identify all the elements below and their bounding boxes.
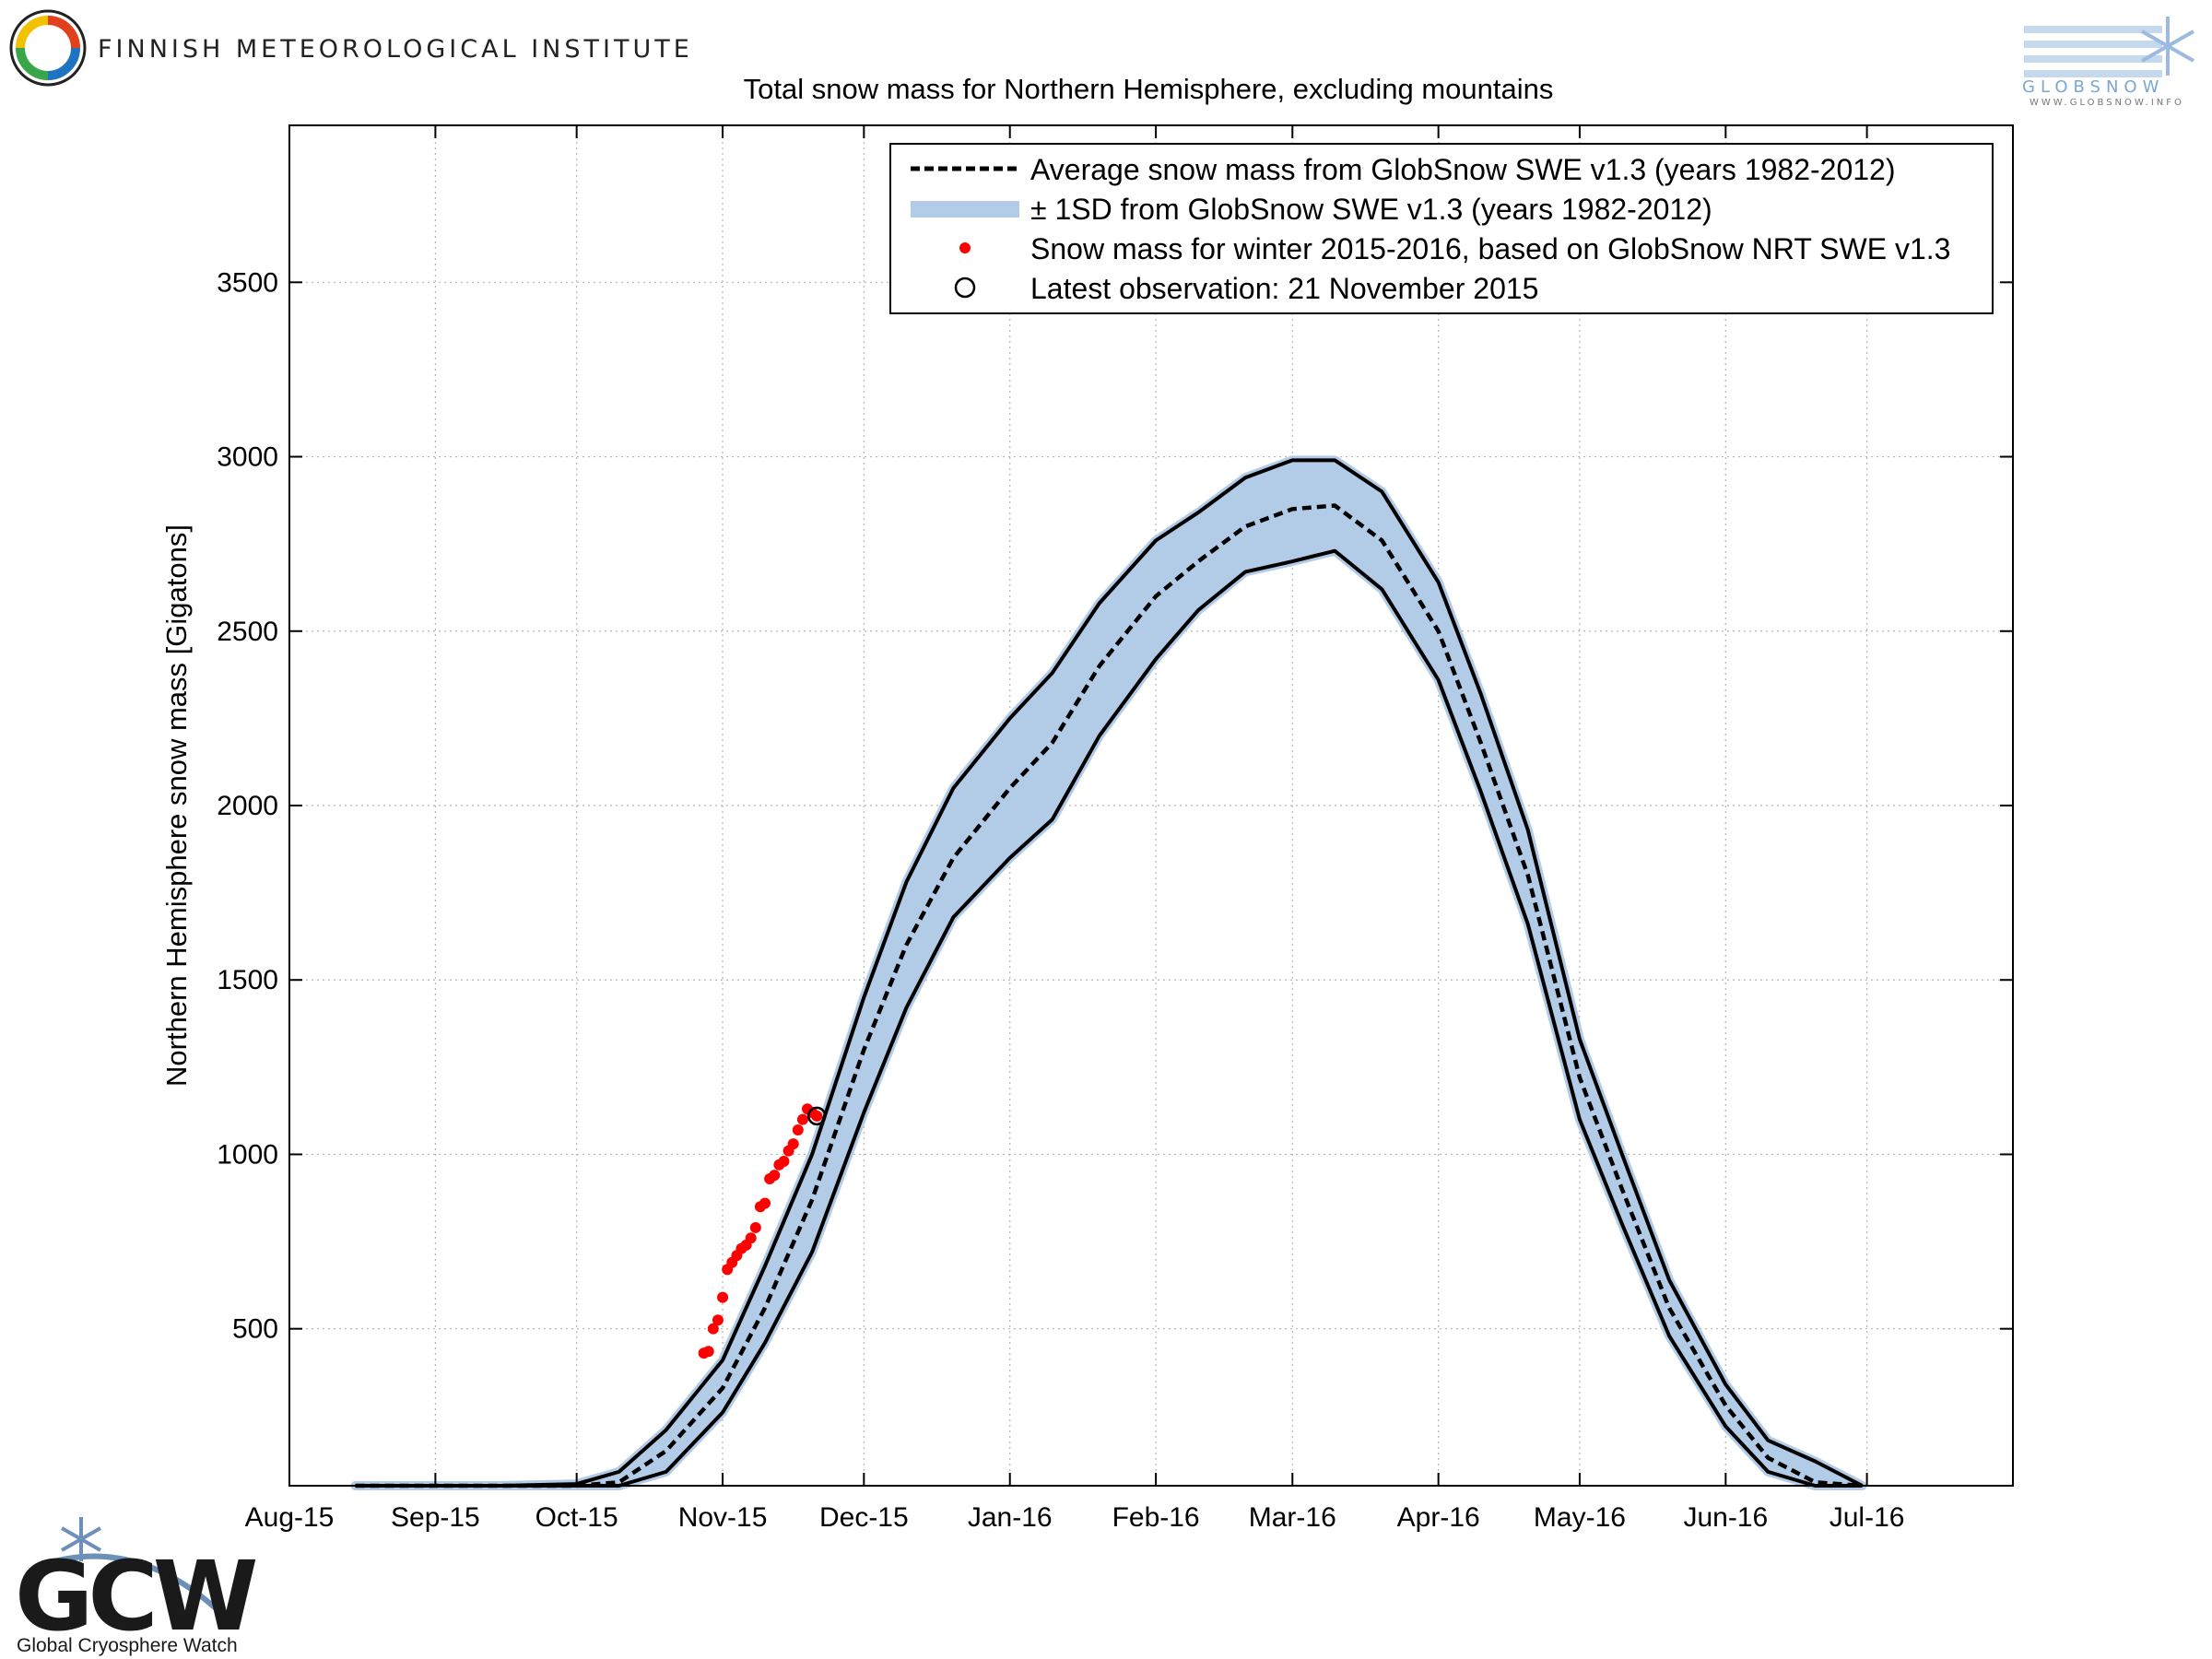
legend-box [889, 143, 1994, 314]
legend-observed-swatch [959, 242, 971, 253]
lower-sd-line [355, 548, 1863, 1488]
legend: Average snow mass from GlobSnow SWE v1.3… [889, 143, 1994, 314]
y-axis-label: Northern Hemisphere snow mass [Gigatons] [160, 524, 193, 1087]
fmi-logo-arc-blue [47, 47, 80, 80]
observed-point [811, 1110, 823, 1122]
x-tick-label: Mar-16 [1249, 1502, 1336, 1533]
x-tick-label: Sep-15 [391, 1502, 480, 1533]
observed-point [769, 1170, 781, 1182]
gcw-name: Global Cryosphere Watch [17, 1635, 238, 1656]
line-layer [355, 458, 1864, 1488]
y-tick-label: 2000 [217, 791, 278, 821]
observed-point [745, 1232, 757, 1244]
x-tick-label: Jul-16 [1830, 1502, 1905, 1533]
fmi-logo-arc-green [16, 47, 49, 80]
globsnow-stripe-2 [2024, 41, 2162, 48]
snowflake-icon [2141, 17, 2194, 76]
y-tick-label: 1000 [217, 1139, 278, 1170]
legend-band-label: ± 1SD from GlobSnow SWE v1.3 (years 1982… [1030, 193, 1712, 226]
x-tick-label: Oct-15 [535, 1502, 618, 1533]
legend-latest-label: Latest observation: 21 November 2015 [1030, 272, 1538, 305]
fmi-logo: FINNISH METEOROLOGICAL INSTITUTE [9, 9, 693, 87]
x-tick-label: Nov-15 [678, 1502, 768, 1533]
observed-point [712, 1314, 724, 1326]
y-tick-label: 1500 [217, 965, 278, 995]
x-tick-label: Apr-16 [1397, 1502, 1480, 1533]
observed-point [778, 1156, 790, 1168]
x-tick-label: Aug-15 [245, 1502, 335, 1533]
observed-point [717, 1291, 729, 1303]
observed-points-layer [698, 1103, 827, 1359]
x-tick-label: Dec-15 [819, 1502, 909, 1533]
x-tick-label: Jan-16 [968, 1502, 1053, 1533]
observed-point [707, 1323, 719, 1335]
grid-lines [289, 125, 2013, 1486]
x-tick-label: Jun-16 [1683, 1502, 1768, 1533]
mean-line [355, 503, 1863, 1488]
observed-point [796, 1113, 808, 1125]
globsnow-url: WWW.GLOBSNOW.INFO [2030, 98, 2184, 108]
plot-background [289, 125, 2013, 1486]
globsnow-logo: GLOBSNOW WWW.GLOBSNOW.INFO [2022, 17, 2194, 108]
latest-observation-marker [806, 1106, 827, 1126]
observed-point [759, 1197, 771, 1209]
legend-band-swatch [911, 201, 1019, 218]
fmi-institute-name: FINNISH METEOROLOGICAL INSTITUTE [98, 35, 693, 64]
fmi-logo-arc-red [47, 16, 80, 49]
y-tick-label: 2500 [217, 617, 278, 647]
observed-point [787, 1138, 799, 1150]
y-tick-label: 3500 [217, 267, 278, 298]
legend-observed-label: Snow mass for winter 2015-2016, based on… [1030, 232, 1950, 265]
gcw-logo-text: GCW [15, 1540, 256, 1653]
legend-mean-label: Average snow mass from GlobSnow SWE v1.3… [1030, 153, 1896, 186]
globsnow-stripe-1 [2024, 26, 2162, 33]
observed-point [702, 1346, 714, 1358]
legend-latest-swatch [954, 276, 976, 299]
globsnow-logo-text: GLOBSNOW [2022, 77, 2164, 97]
globsnow-stripe-3 [2024, 55, 2162, 63]
y-tick-label: 3000 [217, 442, 278, 473]
upper-sd-line [355, 458, 1864, 1488]
observed-point [749, 1221, 761, 1233]
gcw-logo: GCW Global Cryosphere Watch [15, 1517, 262, 1656]
axis-ticks: Aug-15 Sep-15 Oct-15 Nov-15 Dec-15 Jan-16 Feb-… [217, 125, 2013, 1533]
gcw-swoosh-icon [35, 1553, 233, 1625]
gcw-snowflake-icon [61, 1517, 101, 1561]
x-tick-label: Feb-16 [1112, 1502, 1200, 1533]
y-tick-label: 500 [232, 1314, 278, 1345]
fmi-logo-arc-yellow [16, 16, 49, 49]
globsnow-stripe-4 [2024, 70, 2162, 77]
chart-title: Total snow mass for Northern Hemisphere,… [744, 73, 1554, 105]
x-tick-label: May-16 [1534, 1502, 1626, 1533]
observed-point [792, 1124, 804, 1135]
